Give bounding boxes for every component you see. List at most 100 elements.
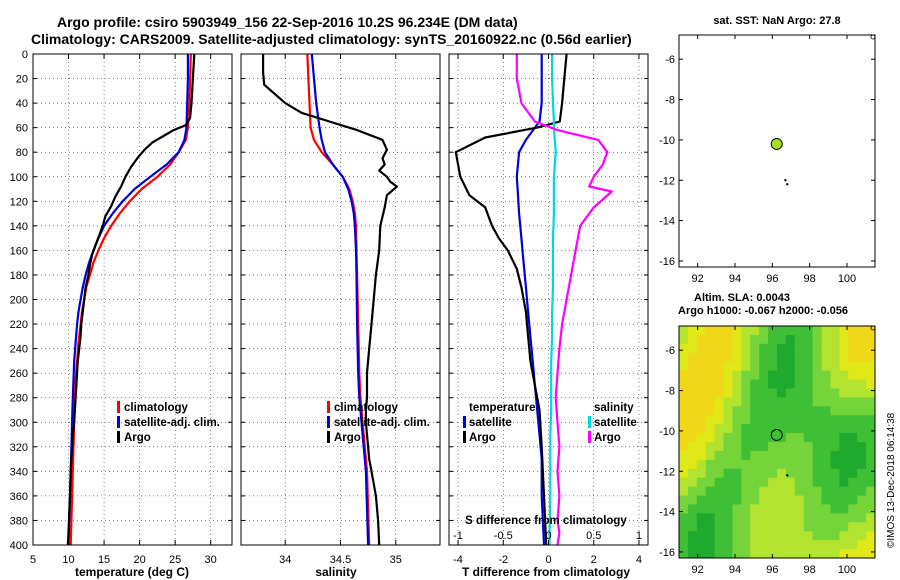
sla-cell (848, 334, 858, 345)
sla-cell (866, 379, 875, 390)
sla-cell (821, 450, 832, 461)
sla-cell (848, 442, 858, 452)
x-tick-label: 10 (62, 554, 74, 566)
sla-cell (857, 326, 867, 336)
sla-cell (696, 459, 707, 470)
sla-cell (857, 424, 867, 434)
sla-cell (785, 406, 796, 416)
sla-cell (759, 540, 769, 550)
sla-cell (759, 450, 769, 461)
sla-cell (857, 415, 867, 425)
x-tick-label: 92 (692, 273, 704, 285)
y-tick-label: 160 (10, 245, 28, 257)
sla-cell (679, 370, 689, 381)
y-tick-label: -8 (665, 386, 675, 398)
sla-cell (794, 370, 805, 381)
sla-cell (741, 388, 751, 398)
temperature-panel: 5 10 15 20 25 3002040608010012014016018020022… (10, 49, 233, 566)
sla-cell (732, 442, 742, 452)
sla-cell (741, 352, 751, 363)
sla-cell (696, 468, 707, 479)
sla-cell (723, 504, 734, 514)
sla-cell (812, 513, 823, 523)
sla-cell (723, 370, 734, 381)
sla-cell (821, 549, 832, 558)
legend-temperature-heading: temperature (469, 402, 535, 414)
sla-cell (848, 549, 858, 558)
sla-cell (785, 459, 796, 470)
sla-cell (803, 326, 814, 336)
sla-cell (714, 352, 725, 363)
sla-cell (723, 531, 734, 541)
sla-cell (750, 370, 760, 381)
sla-cell (866, 468, 875, 479)
sla-cell (705, 361, 716, 372)
sla-cell (732, 540, 742, 550)
sla-cell (812, 415, 823, 425)
sla-cell (866, 549, 875, 558)
sla-cell (830, 326, 840, 336)
legend-swatch-s-argo (588, 431, 591, 443)
x-tick-label: 4 (636, 554, 642, 566)
sla-cell (794, 361, 805, 372)
sla-cell (741, 370, 751, 381)
sla-cell (857, 513, 867, 523)
sla-cell (777, 379, 787, 390)
temperature-series-group (66, 54, 196, 545)
sla-cell (705, 424, 716, 434)
sla-cell (768, 415, 778, 425)
sla-cell (732, 504, 742, 514)
sla-cell (768, 406, 778, 416)
sla-cell (687, 343, 698, 354)
sla-cell (848, 415, 858, 425)
sla-cell (830, 468, 840, 479)
sla-cell (794, 531, 805, 541)
sla-cell (839, 406, 849, 416)
y-tick-label: -14 (659, 216, 675, 228)
sla-cell (732, 424, 742, 434)
sla-cell (687, 468, 698, 479)
sla-cell (714, 406, 725, 416)
sla-cell (821, 531, 832, 541)
sla-cell (696, 326, 707, 336)
sla-cell (759, 370, 769, 381)
sla-cell (768, 513, 778, 523)
sla-cell (705, 522, 716, 532)
sla-cell (785, 334, 796, 345)
sla-cell (794, 486, 805, 497)
sla-cell (785, 424, 796, 434)
salinity-legend: climatology satellite-adj. clim. Argo (327, 401, 430, 444)
sla-cell (705, 397, 716, 407)
sla-cell (839, 361, 849, 372)
x-tick-label: 34 (279, 554, 291, 566)
sla-cell (768, 352, 778, 363)
sla-cell (696, 433, 707, 443)
sla-cell (687, 370, 698, 381)
y-tick-label: -10 (659, 135, 675, 147)
sla-cell (768, 388, 778, 398)
legend-satellite: satellite-adj. clim. (334, 417, 430, 429)
sla-cell (794, 540, 805, 550)
y-tick-label: 380 (10, 515, 28, 527)
sla-cell (741, 450, 751, 461)
sla-cell (821, 486, 832, 497)
series-line-satellite-adj-clim- (67, 54, 189, 545)
y-tick-label: 80 (16, 147, 28, 159)
sla-cell (714, 450, 725, 461)
sla-cell (768, 379, 778, 390)
x-tick-label: 96 (766, 564, 778, 576)
difference-panel: -4 -2 0 2 4 -1 -0.5 0 0.5 1 (448, 53, 649, 566)
sla-cell (750, 504, 760, 514)
y-tick-label: 0 (22, 49, 28, 61)
sla-cell (821, 504, 832, 514)
sla-cell (732, 415, 742, 425)
sla-cell (679, 504, 689, 514)
temperature-frame (32, 53, 233, 546)
sla-cell (857, 540, 867, 550)
sla-cell (777, 370, 787, 381)
sla-cell (777, 495, 787, 506)
y-tick-label: 180 (10, 270, 28, 282)
sla-cell (750, 388, 760, 398)
sla-cell (785, 486, 796, 497)
